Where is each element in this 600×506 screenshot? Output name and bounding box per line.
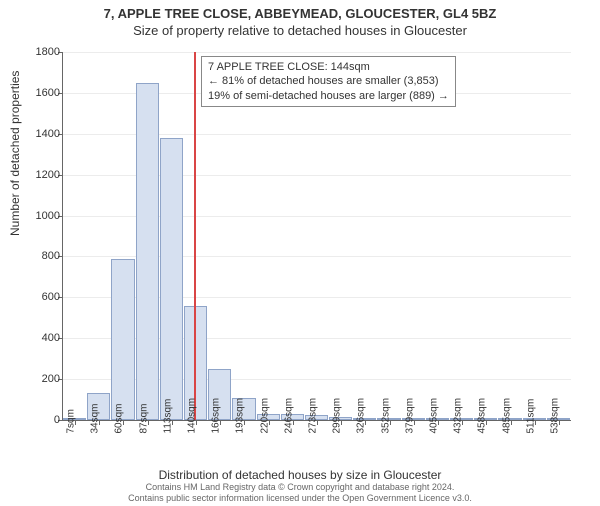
chart-plot-area: 7 APPLE TREE CLOSE: 144sqm← 81% of detac… bbox=[62, 52, 571, 421]
annotation-line: 19% of semi-detached houses are larger (… bbox=[208, 89, 449, 103]
footer-attribution: Contains HM Land Registry data © Crown c… bbox=[0, 482, 600, 504]
annotation-line: ← 81% of detached houses are smaller (3,… bbox=[208, 74, 449, 88]
ytick-label: 800 bbox=[20, 250, 60, 262]
ytick-label: 1200 bbox=[20, 169, 60, 181]
ytick-label: 1400 bbox=[20, 128, 60, 140]
footer-line-2: Contains public sector information licen… bbox=[0, 493, 600, 504]
ytick-label: 400 bbox=[20, 332, 60, 344]
ytick-label: 200 bbox=[20, 373, 60, 385]
ytick-label: 1000 bbox=[20, 210, 60, 222]
ytick-label: 1600 bbox=[20, 87, 60, 99]
ytick-label: 0 bbox=[20, 414, 60, 426]
x-axis-label: Distribution of detached houses by size … bbox=[0, 468, 600, 482]
ytick-label: 600 bbox=[20, 291, 60, 303]
page-title: 7, APPLE TREE CLOSE, ABBEYMEAD, GLOUCEST… bbox=[0, 6, 600, 21]
page-subtitle: Size of property relative to detached ho… bbox=[0, 23, 600, 38]
histogram-bar bbox=[160, 138, 183, 420]
ytick-label: 1800 bbox=[20, 46, 60, 58]
footer-line-1: Contains HM Land Registry data © Crown c… bbox=[0, 482, 600, 493]
annotation-line: 7 APPLE TREE CLOSE: 144sqm bbox=[208, 60, 449, 74]
reference-line bbox=[194, 52, 196, 420]
annotation-box: 7 APPLE TREE CLOSE: 144sqm← 81% of detac… bbox=[201, 56, 456, 107]
histogram-bar bbox=[136, 83, 159, 420]
histogram-bar bbox=[111, 259, 134, 421]
gridline bbox=[63, 52, 571, 53]
